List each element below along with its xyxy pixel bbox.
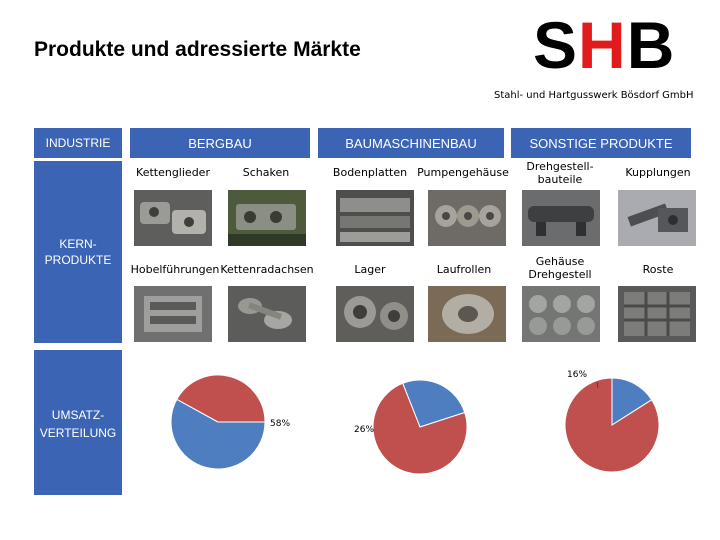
product-photo-lager <box>336 286 414 342</box>
product-photo-pumpengehaeuse <box>428 190 506 246</box>
product-label-roste: Roste <box>642 262 674 276</box>
column-header-sonstige-produkte: SONSTIGE PRODUKTE <box>511 128 691 158</box>
product-label-schaken: Schaken <box>242 165 290 179</box>
pie-slice-3-2 <box>564 377 660 473</box>
kernprodukte-label-box: KERN- PRODUKTE <box>34 161 122 343</box>
pie-slice-3-1 <box>611 377 653 426</box>
umsatzverteilung-label-box: UMSATZ- VERTEILUNG <box>34 350 122 495</box>
page-title: Produkte und adressierte Märkte <box>34 38 361 61</box>
product-label-bodenplatten: Bodenplatten <box>332 165 408 179</box>
pie-slice-2-2 <box>372 382 468 475</box>
pie-label-bergbau: 58% <box>270 419 291 429</box>
product-label-kettenradachsen: Kettenradachsen <box>220 262 314 276</box>
product-photo-gehaeuse-drehgestell <box>522 286 600 342</box>
pie-slice-2-1 <box>402 379 466 428</box>
column-header-baumaschinenbau: BAUMASCHINENBAU <box>318 128 504 158</box>
company-logo: SHB <box>533 8 676 82</box>
product-label-kupplungen: Kupplungen <box>625 165 691 179</box>
pie-slice-1-1 <box>170 398 266 470</box>
pie-label-baumaschinenbau: 26% <box>354 425 375 435</box>
product-label-lager: Lager <box>354 262 386 276</box>
pie-slice-1-2 <box>176 374 266 423</box>
product-photo-roste <box>618 286 696 342</box>
product-photo-laufrollen <box>428 286 506 342</box>
column-header-bergbau: BERGBAU <box>130 128 310 158</box>
industrie-label-box: INDUSTRIE <box>34 128 122 158</box>
pie-label-sonstige: 16% <box>567 370 588 380</box>
product-photo-hobelfuehrungen <box>134 286 212 342</box>
product-photo-schaken <box>228 190 306 246</box>
product-label-gehaeuse-drehgestell: Gehäuse Drehgestell <box>528 255 592 281</box>
product-photo-kupplungen <box>618 190 696 246</box>
company-name: Stahl- und Hartgusswerk Bösdorf GmbH <box>494 90 694 101</box>
product-photo-kettenradachsen <box>228 286 306 342</box>
product-label-pumpengehaeuse: Pumpengehäuse <box>417 165 509 179</box>
product-label-kettenglieder: Kettenglieder <box>136 165 210 179</box>
product-label-drehgestellbauteile: Drehgestell- bauteile <box>526 160 594 186</box>
product-photo-bodenplatten <box>336 190 414 246</box>
product-photo-drehgestellbauteile <box>522 190 600 246</box>
product-label-laufrollen: Laufrollen <box>436 262 492 276</box>
product-label-hobelfuehrungen: Hobelführungen <box>130 262 220 276</box>
product-photo-kettenglieder <box>134 190 212 246</box>
